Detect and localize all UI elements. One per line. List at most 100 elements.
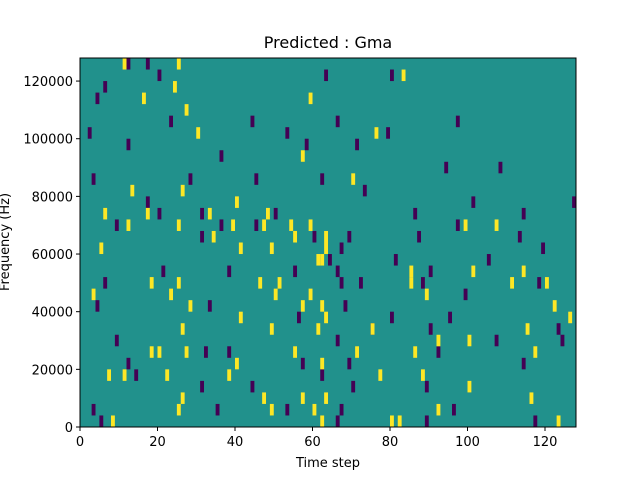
high-value-cell bbox=[351, 173, 356, 185]
low-value-cell bbox=[339, 277, 344, 289]
low-value-cell bbox=[421, 277, 425, 289]
low-value-cell bbox=[347, 357, 352, 370]
high-value-cell bbox=[130, 184, 135, 197]
high-value-cell bbox=[149, 346, 154, 358]
low-value-cell bbox=[103, 277, 108, 289]
low-value-cell bbox=[533, 415, 538, 427]
low-value-cell bbox=[486, 254, 491, 266]
high-value-cell bbox=[176, 219, 181, 231]
low-value-cell bbox=[335, 415, 340, 427]
low-value-cell bbox=[126, 357, 131, 370]
high-value-cell bbox=[157, 346, 162, 358]
high-value-cell bbox=[552, 300, 557, 312]
high-value-cell bbox=[529, 392, 534, 404]
high-value-cell bbox=[269, 403, 274, 416]
high-value-cell bbox=[289, 219, 294, 231]
low-value-cell bbox=[413, 207, 418, 220]
high-value-cell bbox=[556, 415, 561, 427]
high-value-cell bbox=[176, 403, 181, 416]
low-value-cell bbox=[219, 219, 224, 231]
high-value-cell bbox=[184, 346, 189, 358]
low-value-cell bbox=[157, 69, 162, 82]
high-value-cell bbox=[293, 230, 298, 243]
low-value-cell bbox=[339, 403, 344, 416]
high-value-cell bbox=[180, 323, 185, 335]
y-axis-label: Frequency (Hz) bbox=[0, 193, 13, 291]
high-value-cell bbox=[300, 150, 305, 162]
low-value-cell bbox=[428, 265, 433, 278]
high-value-cell bbox=[320, 415, 325, 427]
low-value-cell bbox=[537, 277, 542, 289]
high-value-cell bbox=[401, 69, 406, 82]
low-value-cell bbox=[91, 403, 96, 416]
high-value-cell bbox=[142, 92, 146, 105]
high-value-cell bbox=[300, 392, 305, 404]
high-value-cell bbox=[169, 288, 174, 301]
low-value-cell bbox=[103, 81, 108, 93]
high-value-cell bbox=[269, 242, 274, 255]
low-value-cell bbox=[297, 311, 301, 324]
low-value-cell bbox=[390, 69, 394, 82]
low-value-cell bbox=[351, 380, 356, 393]
low-value-cell bbox=[169, 115, 174, 128]
high-value-cell bbox=[525, 323, 530, 335]
low-value-cell bbox=[95, 300, 100, 312]
high-value-cell bbox=[308, 92, 313, 105]
low-value-cell bbox=[328, 254, 332, 266]
low-value-cell bbox=[227, 265, 232, 278]
low-value-cell bbox=[424, 415, 429, 427]
high-value-cell bbox=[378, 369, 383, 381]
high-value-cell bbox=[238, 311, 243, 324]
x-axis-label: Time step bbox=[295, 456, 360, 471]
low-value-cell bbox=[320, 369, 325, 381]
low-value-cell bbox=[448, 311, 453, 324]
high-value-cell bbox=[122, 58, 127, 70]
high-value-cell bbox=[533, 346, 538, 358]
high-value-cell bbox=[149, 277, 154, 289]
high-value-cell bbox=[424, 288, 429, 301]
high-value-cell bbox=[176, 58, 181, 70]
x-tick-label: 100 bbox=[455, 435, 480, 450]
low-value-cell bbox=[517, 230, 522, 243]
high-value-cell bbox=[184, 104, 189, 116]
low-value-cell bbox=[134, 369, 139, 381]
high-value-cell bbox=[126, 219, 131, 231]
low-value-cell bbox=[556, 323, 561, 335]
x-tick-label: 120 bbox=[533, 435, 558, 450]
plot-frame bbox=[79, 57, 577, 428]
y-tick-label: 40000 bbox=[32, 306, 73, 321]
high-value-cell bbox=[273, 288, 278, 301]
low-value-cell bbox=[126, 138, 131, 151]
high-value-cell bbox=[421, 369, 425, 381]
high-value-cell bbox=[316, 254, 321, 266]
y-tick-label: 80000 bbox=[32, 190, 73, 205]
low-value-cell bbox=[494, 334, 499, 347]
high-value-cell bbox=[436, 334, 441, 347]
y-tick-label: 100000 bbox=[23, 133, 73, 148]
low-value-cell bbox=[320, 173, 325, 185]
x-tick-label: 20 bbox=[149, 435, 166, 450]
low-value-cell bbox=[126, 58, 131, 70]
y-tick-label: 20000 bbox=[32, 363, 73, 378]
high-value-cell bbox=[494, 219, 499, 231]
low-value-cell bbox=[498, 161, 503, 174]
high-value-cell bbox=[235, 196, 239, 208]
low-value-cell bbox=[200, 230, 205, 243]
low-value-cell bbox=[200, 207, 205, 220]
high-value-cell bbox=[409, 277, 414, 289]
high-value-cell bbox=[308, 219, 313, 231]
low-value-cell bbox=[300, 357, 305, 370]
low-value-cell bbox=[91, 173, 96, 185]
low-value-cell bbox=[521, 207, 526, 220]
y-tick-label: 0 bbox=[65, 421, 73, 436]
low-value-cell bbox=[227, 346, 232, 358]
x-tick-label: 80 bbox=[382, 435, 399, 450]
low-value-cell bbox=[285, 403, 290, 416]
high-value-cell bbox=[320, 300, 325, 312]
high-value-cell bbox=[390, 415, 394, 427]
low-value-cell bbox=[560, 334, 565, 347]
low-value-cell bbox=[455, 219, 460, 231]
low-value-cell bbox=[87, 127, 92, 139]
low-value-cell bbox=[324, 69, 329, 82]
low-value-cell bbox=[293, 265, 298, 278]
